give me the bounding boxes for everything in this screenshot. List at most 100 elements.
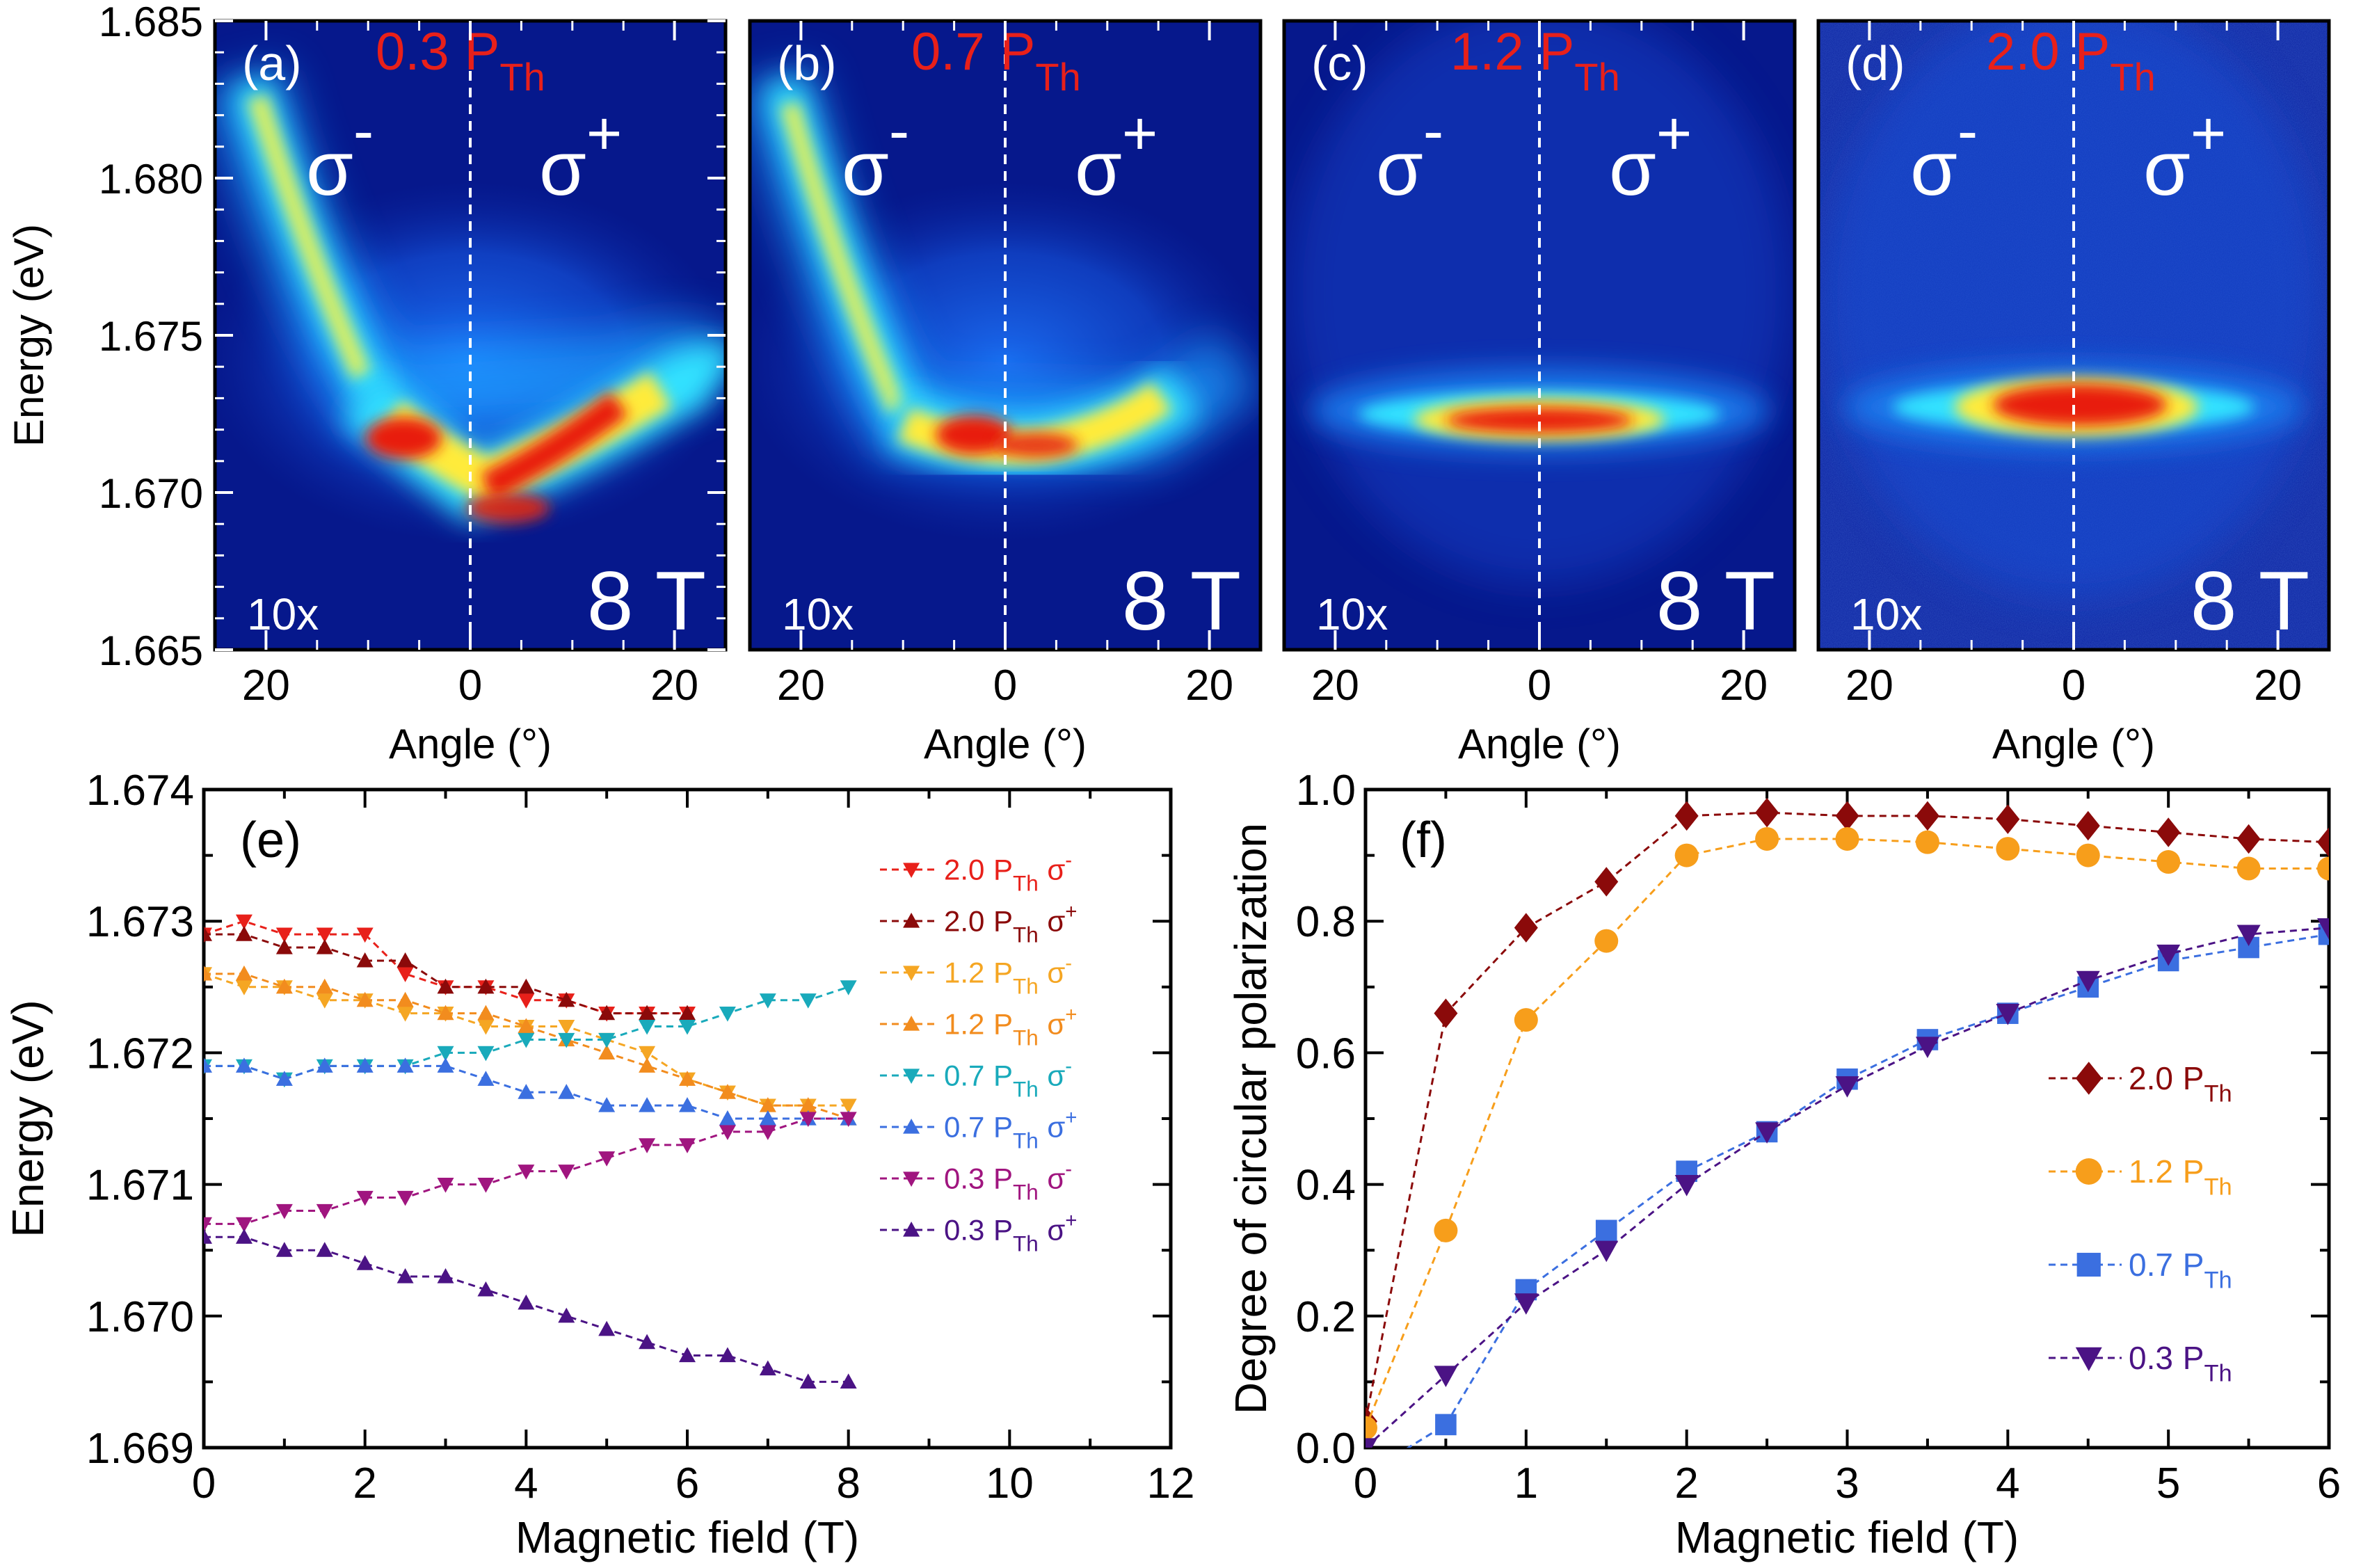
- power-label: 2.0 PTh: [1986, 22, 2156, 99]
- x-tick-label: 20: [650, 662, 698, 710]
- data-point: [2075, 1158, 2102, 1185]
- data-point: [759, 1097, 776, 1112]
- data-point: [1915, 1037, 1939, 1058]
- x-tick-label: 20: [1311, 662, 1359, 710]
- x-tick-label: 0: [1528, 662, 1551, 710]
- data-point: [437, 1178, 454, 1193]
- gain-label: 10x: [247, 589, 319, 639]
- data-point: [598, 1097, 616, 1112]
- data-point: [1996, 804, 2020, 834]
- x-tick-label: 8: [836, 1459, 860, 1507]
- x-axis-title: Angle (°): [1992, 721, 2155, 767]
- data-point: [558, 1032, 575, 1048]
- x-tick-label: 10: [986, 1459, 1034, 1507]
- x-tick-label: 0: [993, 662, 1017, 710]
- gain-label: 10x: [1316, 589, 1388, 639]
- y-tick-label: 1.670: [99, 470, 203, 517]
- series-1-2-p-th: [1366, 826, 2329, 1440]
- panel-d: (d) 2.0 PTh σ- σ+ 10x 8 T 20 0 20 Angle (°): [1816, 19, 2331, 767]
- data-point: [316, 1242, 333, 1257]
- y-tick-label: 1.680: [99, 156, 203, 202]
- data-point: [518, 1018, 535, 1034]
- legend: 2.0 PTh σ-2.0 PTh σ+ 1.2 PTh σ-1.2 PTh σ+ 0.7 PTh σ-…: [880, 849, 1077, 1256]
- data-point: [799, 993, 817, 1009]
- data-point: [397, 1268, 414, 1283]
- panel-label: (a): [242, 36, 302, 90]
- x-tick-label: 12: [1147, 1459, 1195, 1507]
- data-point: [598, 1044, 616, 1059]
- data-point: [903, 966, 920, 981]
- data-point: [356, 1190, 374, 1206]
- data-point: [719, 1007, 736, 1022]
- gain-label: 10x: [782, 589, 854, 639]
- data-point: [275, 1242, 293, 1257]
- field-label: 8 T: [1656, 554, 1775, 648]
- y-axis-title: Energy (eV): [3, 1000, 53, 1237]
- data-point: [903, 1171, 920, 1187]
- series: [204, 914, 857, 1389]
- legend-label: 2.0 PTh σ+: [944, 900, 1077, 947]
- data-point: [316, 993, 333, 1009]
- field-label: 8 T: [2191, 554, 2309, 648]
- data-point: [1434, 1218, 1458, 1242]
- legend-label: 2.0 PTh: [2129, 1060, 2232, 1107]
- axes: 0 1 2 3 4 5 6 0.0 0.2 0.4 0.6 0.8 1.0: [1296, 767, 2341, 1507]
- data-point: [316, 1057, 333, 1073]
- data-point: [1514, 913, 1538, 943]
- data-point: [437, 1057, 454, 1073]
- y-tick-label: 1.674: [86, 767, 194, 815]
- legend-label: 1.2 PTh σ+: [944, 1003, 1077, 1050]
- data-point: [903, 1222, 920, 1237]
- data-point: [1435, 1414, 1457, 1436]
- data-point: [204, 1229, 212, 1244]
- data-point: [275, 1203, 293, 1219]
- data-point: [639, 1005, 656, 1021]
- x-tick-label: 6: [2317, 1459, 2341, 1507]
- data-point: [558, 1019, 575, 1035]
- data-point: [598, 1005, 616, 1021]
- data-point: [275, 927, 293, 943]
- data-point: [639, 1019, 656, 1035]
- x-tick-label: 4: [1996, 1459, 2019, 1507]
- data-point: [477, 1281, 495, 1297]
- panel-c: (c) 1.2 PTh σ- σ+ 10x 8 T 20 0 20 Angle (°): [1282, 19, 1797, 767]
- data-point: [679, 1138, 696, 1153]
- y-axis-title: Energy (eV): [6, 224, 52, 447]
- data-point: [639, 1097, 656, 1112]
- y-ticks: 1.665 1.670 1.675 1.680 1.685: [99, 0, 726, 674]
- field-label: 8 T: [587, 554, 706, 648]
- x-axis-title: Angle (°): [924, 721, 1087, 767]
- data-point: [719, 1084, 736, 1099]
- data-point: [477, 1071, 495, 1086]
- panel-label: (d): [1845, 36, 1905, 90]
- data-point: [316, 978, 333, 994]
- data-point: [639, 1057, 656, 1073]
- x-tick-label: 0: [458, 662, 482, 710]
- data-point: [1514, 1008, 1538, 1032]
- data-point: [397, 952, 414, 968]
- panel-b: (b) 0.7 PTh σ- σ+ 10x 8 T 20 0 20 Angle (°): [748, 19, 1263, 767]
- axes: 0 2 4 6 8 10 12 1.669 1.670 1.671 1.672 1.673 1.674: [86, 767, 1195, 1507]
- data-point: [840, 980, 857, 995]
- legend-entry: 0.3 PTh σ-: [880, 1158, 1072, 1205]
- data-point: [639, 1334, 656, 1350]
- data-point: [1595, 1219, 1617, 1242]
- legend-entry: 0.3 PTh: [2049, 1340, 2232, 1387]
- power-label: 0.7 PTh: [911, 22, 1081, 99]
- x-tick-label: 2: [1674, 1459, 1698, 1507]
- x-axis-title: Magnetic field (T): [1675, 1512, 2019, 1562]
- legend-entry: 0.7 PTh: [2049, 1247, 2232, 1294]
- data-point: [275, 978, 293, 994]
- x-ticks: 20 0 20: [1845, 21, 2302, 710]
- data-point: [759, 993, 776, 1009]
- legend-entry: 1.2 PTh σ-: [880, 952, 1072, 999]
- data-point: [437, 1046, 454, 1062]
- sigma-plus-label: σ+: [2143, 99, 2226, 211]
- data-point: [477, 1019, 495, 1035]
- data-point: [719, 1110, 736, 1126]
- panel-label: (f): [1400, 813, 1447, 868]
- x-ticks: 20 0 20: [242, 21, 698, 710]
- panel-e: (e) 0 2 4 6 8 10 12 1.669 1.670 1.671 1.672 1.673 1.…: [3, 767, 1194, 1562]
- series-line: [204, 1117, 849, 1225]
- x-tick-label: 2: [353, 1459, 376, 1507]
